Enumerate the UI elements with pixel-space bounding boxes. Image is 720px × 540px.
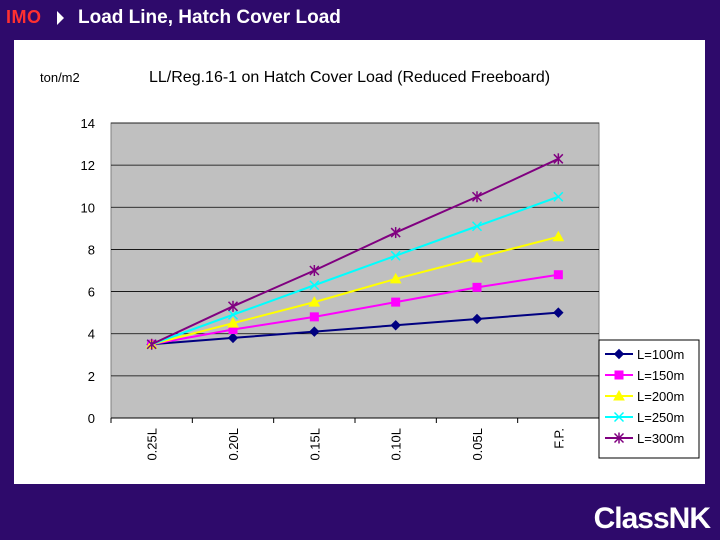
series-line: [151, 235, 559, 346]
legend-item: L=150m: [605, 368, 684, 383]
point-stroke: [471, 221, 483, 232]
chart-title: LL/Reg.16-1 on Hatch Cover Load (Reduced…: [149, 69, 550, 86]
y-tick-label: 2: [88, 369, 95, 384]
classnk-logo: ClassNK: [593, 502, 711, 535]
data-point: [613, 348, 625, 360]
x-tick-label: 0.25L: [145, 428, 160, 461]
triangle-right-icon: [57, 11, 64, 25]
y-tick-label: 8: [88, 242, 95, 257]
data-point: [227, 309, 239, 320]
data-point: [471, 313, 483, 325]
data-point: [553, 153, 564, 165]
y-tick-label: 10: [81, 200, 95, 215]
data-point: [227, 300, 239, 312]
data-point: [471, 191, 483, 203]
point-stroke: [390, 250, 401, 261]
series-line: [151, 195, 559, 346]
data-point: [389, 272, 402, 284]
data-point: [472, 282, 482, 292]
data-point: [471, 251, 483, 263]
slide-header: IMO Load Line, Hatch Cover Load: [0, 0, 720, 34]
point-stroke: [553, 191, 564, 202]
x-tick-label: 0.10L: [389, 428, 404, 461]
data-point: [390, 320, 401, 331]
data-point: [227, 317, 239, 328]
org-label: IMO: [6, 7, 42, 27]
y-tick-label: 14: [81, 116, 95, 131]
data-point: [614, 370, 624, 380]
data-point: [553, 307, 564, 318]
series-line: [151, 273, 559, 346]
y-tick-label: 12: [81, 158, 95, 173]
data-point: [309, 326, 320, 337]
data-point: [309, 312, 319, 322]
data-point: [613, 411, 625, 423]
data-point: [471, 221, 483, 232]
data-point: [613, 432, 625, 444]
data-point: [308, 296, 321, 307]
data-point: [552, 230, 565, 242]
x-tick-label: 0.05L: [470, 428, 485, 461]
legend-item: L=250m: [605, 410, 684, 425]
legend-label: L=200m: [637, 389, 684, 404]
data-point: [309, 265, 320, 276]
y-tick-label: 0: [88, 411, 95, 426]
data-point: [309, 280, 320, 291]
point-stroke: [309, 280, 320, 291]
slide-title: Load Line, Hatch Cover Load: [78, 7, 341, 28]
y-tick-label: 4: [88, 327, 95, 342]
legend-item: L=200m: [605, 389, 684, 404]
data-point: [227, 332, 239, 344]
series-line: [151, 311, 559, 346]
point-stroke: [227, 309, 239, 320]
y-tick-label: 6: [88, 285, 95, 300]
x-tick-label: 0.15L: [307, 428, 322, 461]
data-point: [391, 297, 401, 307]
data-point: [613, 389, 625, 401]
hatch-cover-load-chart: ton/m2 LL/Reg.16-1 on Hatch Cover Load (…: [40, 69, 700, 461]
y-axis-unit-label: ton/m2: [40, 70, 80, 85]
data-point: [553, 270, 563, 280]
legend-item: L=300m: [605, 431, 684, 446]
legend-label: L=300m: [637, 431, 684, 446]
series-line: [151, 157, 559, 346]
data-point: [390, 227, 401, 239]
legend-label: L=100m: [637, 347, 684, 362]
legend-item: L=100m: [605, 347, 684, 362]
data-point: [553, 191, 564, 202]
x-tick-label: 0.20L: [226, 428, 241, 461]
data-point: [390, 250, 401, 261]
point-stroke: [613, 411, 625, 423]
legend-label: L=150m: [637, 368, 684, 383]
data-point: [146, 338, 157, 350]
legend-label: L=250m: [637, 410, 684, 425]
x-tick-label: F.P.: [551, 428, 566, 449]
chart-panel: ton/m2 LL/Reg.16-1 on Hatch Cover Load (…: [14, 40, 705, 484]
